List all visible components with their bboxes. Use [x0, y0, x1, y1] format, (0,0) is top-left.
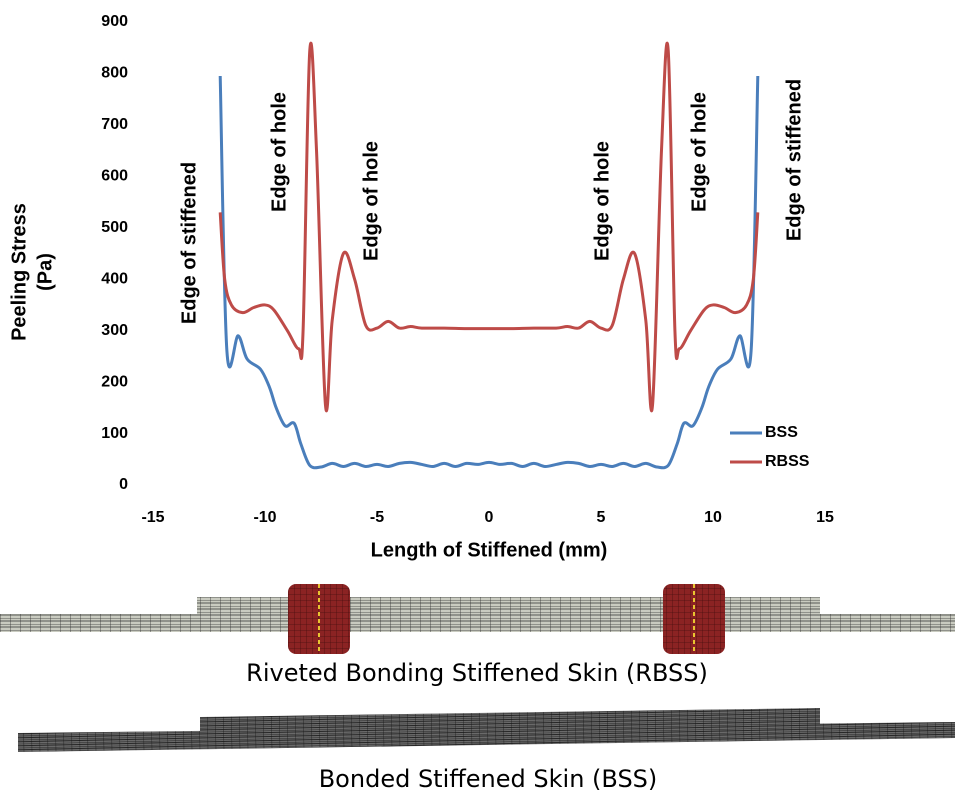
x-tick-label: 5 [597, 509, 606, 526]
y-tick-label: 200 [101, 373, 128, 390]
y-tick-label: 700 [101, 116, 128, 133]
legend-label: BSS [765, 424, 798, 441]
x-tick-label: -10 [253, 509, 276, 526]
x-tick-label: -15 [141, 509, 164, 526]
annotation: Edge of hole [591, 141, 613, 261]
figure: Riveted Bonding Stiffened Skin (RBSS) Bo… [0, 0, 955, 798]
data-line [220, 76, 758, 468]
x-tick-label: 10 [704, 509, 722, 526]
annotation: Edge of hole [688, 92, 710, 212]
y-tick-label: 600 [101, 168, 128, 185]
y-tick-label: 0 [119, 476, 128, 493]
panel-caption: Bonded Stiffened Skin (BSS) [319, 765, 658, 793]
panel-caption: Riveted Bonding Stiffened Skin (RBSS) [246, 659, 708, 687]
annotation: Edge of stiffened [783, 79, 805, 241]
annotation: Edge of hole [268, 92, 290, 212]
x-tick-label: -5 [370, 509, 384, 526]
y-tick-label: 100 [101, 425, 128, 442]
y-tick-label: 300 [101, 322, 128, 339]
y-tick-label: 500 [101, 219, 128, 236]
y-tick-label: 400 [101, 270, 128, 287]
y-tick-label: 800 [101, 65, 128, 82]
rbss-model [0, 584, 955, 654]
x-axis-title: Length of Stiffened (mm) [371, 539, 608, 561]
bss-model [18, 708, 955, 752]
y-axis-title: (Pa) [34, 253, 56, 291]
annotation: Edge of hole [360, 141, 382, 261]
x-tick-label: 0 [485, 509, 494, 526]
x-tick-label: 15 [816, 509, 834, 526]
y-tick-label: 900 [101, 13, 128, 30]
y-axis-title: Peeling Stress [8, 203, 30, 341]
annotation: Edge of stiffened [178, 162, 200, 324]
data-line [220, 43, 758, 411]
legend-label: RBSS [765, 453, 810, 470]
